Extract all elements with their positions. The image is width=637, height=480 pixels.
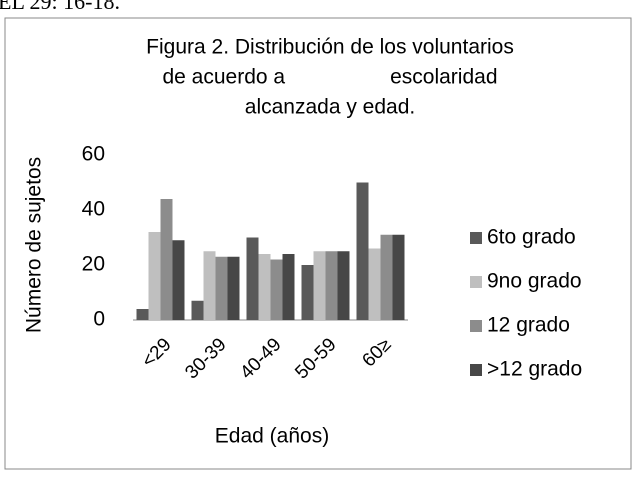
bar — [282, 254, 295, 320]
bar — [301, 265, 314, 320]
bar — [148, 232, 161, 320]
y-tick-label: 60 — [82, 143, 105, 166]
chart-title: de acuerdo a escolaridad — [162, 66, 497, 89]
bar — [160, 199, 173, 320]
legend-label: 9no grado — [487, 270, 582, 293]
chart-border — [4, 17, 632, 470]
bar — [172, 240, 185, 320]
bar — [337, 251, 350, 320]
chart-title: Figura 2. Distribución de los voluntario… — [146, 36, 514, 59]
y-tick-label: 0 — [93, 308, 105, 331]
x-axis-label: Edad (años) — [215, 425, 329, 448]
bar — [191, 300, 204, 320]
bar — [136, 309, 149, 320]
x-tick-label: 40-49 — [236, 334, 285, 383]
y-tick-label: 20 — [82, 253, 105, 276]
legend-swatch — [470, 232, 482, 244]
x-tick-label: 50-59 — [291, 334, 340, 383]
bar — [215, 256, 228, 320]
bar — [392, 234, 405, 320]
bar — [270, 259, 283, 320]
bar — [258, 254, 271, 320]
bar — [313, 251, 326, 320]
x-tick-label: 60≥ — [358, 334, 395, 371]
x-tick-label: <29 — [138, 334, 176, 372]
bar — [325, 251, 338, 320]
y-tick-label: 40 — [82, 198, 105, 221]
bar — [203, 251, 216, 320]
legend-swatch — [470, 364, 482, 376]
x-tick-label: 30-39 — [181, 334, 230, 383]
y-axis-label: Número de sujetos — [23, 157, 46, 333]
legend-label: >12 grado — [487, 358, 582, 381]
bar — [368, 248, 381, 320]
chart-title: alcanzada y edad. — [245, 96, 415, 119]
bar — [356, 182, 369, 320]
legend-swatch — [470, 320, 482, 332]
bar — [227, 256, 240, 320]
legend-label: 6to grado — [487, 226, 576, 249]
bar — [246, 237, 259, 320]
header-text: EL 29: 16-18. — [0, 0, 120, 14]
legend-swatch — [470, 276, 482, 288]
bar — [380, 234, 393, 320]
legend-label: 12 grado — [487, 314, 570, 337]
